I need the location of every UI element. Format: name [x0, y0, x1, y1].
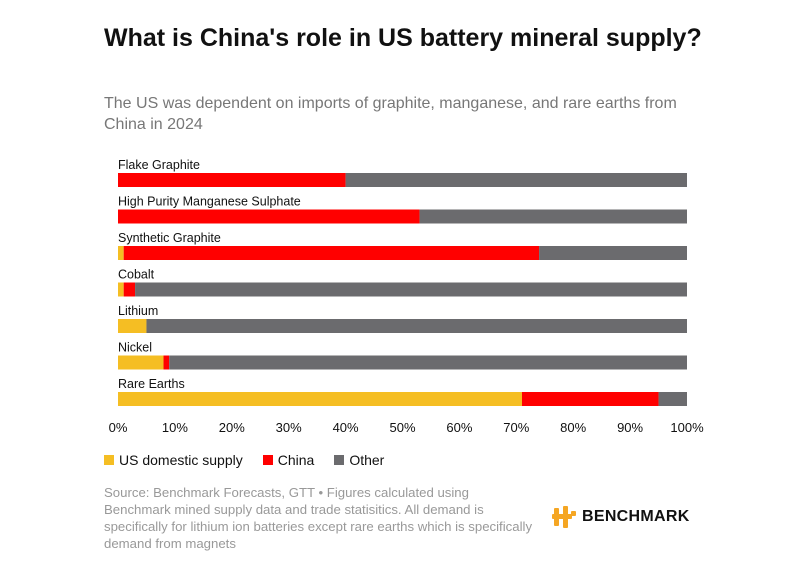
legend-label-us-domestic: US domestic supply: [119, 452, 243, 468]
benchmark-logo: BENCHMARK: [552, 506, 690, 528]
legend: US domestic supply China Other: [104, 452, 384, 468]
x-tick-label: 70%: [503, 420, 529, 435]
stacked-bar-chart: Flake Graphite High Purity Manganese Sulp…: [109, 158, 704, 435]
x-tick-label: 20%: [219, 420, 245, 435]
legend-swatch-us-domestic: [104, 455, 114, 465]
source-note: Source: Benchmark Forecasts, GTT • Figur…: [104, 485, 533, 551]
bar-other-flake-graphite: [345, 173, 687, 187]
bar-china-synthetic-graphite: [123, 246, 540, 260]
benchmark-logo-text: BENCHMARK: [582, 508, 690, 525]
bar-other-cobalt: [135, 282, 687, 297]
category-label-rare-earths: Rare Earths: [118, 377, 185, 391]
bar-china-rare-earths: [521, 392, 659, 406]
bar-us-domestic-supply-synthetic-graphite: [118, 246, 124, 260]
bar-us-domestic-supply-lithium: [118, 319, 147, 333]
bar-other-nickel: [169, 355, 687, 370]
category-label-nickel: Nickel: [118, 341, 152, 355]
bar-other-lithium: [146, 319, 687, 333]
legend-item-china: China: [262, 452, 315, 468]
legend-swatch-other: [334, 455, 345, 465]
bar-us-domestic-supply-nickel: [118, 355, 164, 370]
category-label-synthetic-graphite: Synthetic Graphite: [118, 231, 221, 245]
legend-label-china: China: [277, 452, 315, 468]
legend-item-other: Other: [334, 452, 384, 468]
chart-title: What is China's role in US battery miner…: [104, 24, 702, 52]
chart-subtitle: The US was dependent on imports of graph…: [104, 95, 677, 133]
x-tick-label: 40%: [333, 420, 359, 435]
x-tick-label: 0%: [109, 420, 128, 435]
bar-china-high-purity-manganese-sulphate: [118, 209, 420, 224]
legend-label-other: Other: [349, 452, 385, 468]
category-label-lithium: Lithium: [118, 304, 158, 318]
x-tick-label: 60%: [446, 420, 472, 435]
bar-other-synthetic-graphite: [539, 246, 687, 260]
bar-other-rare-earths: [658, 392, 687, 406]
category-label-flake-graphite: Flake Graphite: [118, 158, 200, 172]
legend-swatch-china: [262, 455, 273, 465]
x-tick-label: 30%: [276, 420, 302, 435]
bar-other-high-purity-manganese-sulphate: [419, 209, 687, 224]
bar-us-domestic-supply-rare-earths: [118, 392, 522, 406]
benchmark-logo-icon: [552, 506, 576, 528]
bar-china-cobalt: [123, 282, 136, 297]
bar-china-nickel: [163, 355, 170, 370]
category-label-cobalt: Cobalt: [118, 268, 155, 282]
bar-china-flake-graphite: [118, 173, 346, 187]
category-label-high-purity-manganese-sulphate: High Purity Manganese Sulphate: [118, 195, 301, 209]
bar-us-domestic-supply-cobalt: [118, 282, 124, 297]
x-tick-label: 50%: [389, 420, 415, 435]
x-tick-label: 100%: [670, 420, 704, 435]
legend-item-us-domestic: US domestic supply: [104, 452, 243, 468]
x-tick-label: 90%: [617, 420, 643, 435]
x-tick-label: 80%: [560, 420, 586, 435]
x-tick-label: 10%: [162, 420, 188, 435]
